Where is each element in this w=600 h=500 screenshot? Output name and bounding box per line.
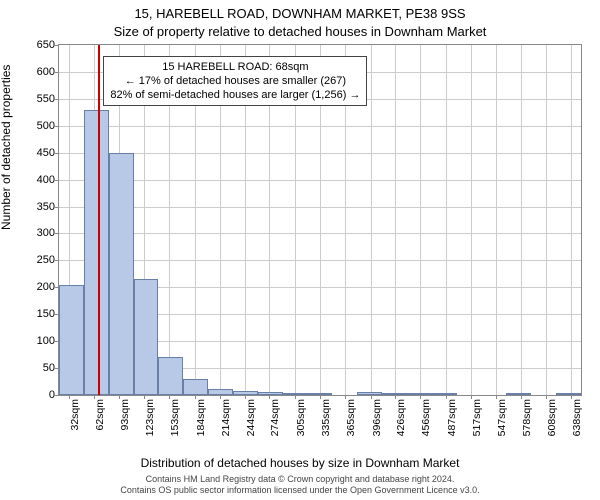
histogram-bar [258, 392, 283, 395]
y-tick-mark [55, 180, 59, 181]
x-tick-label: 62sqm [94, 399, 106, 431]
x-tick-label: 487sqm [446, 399, 458, 436]
y-tick-label: 0 [49, 389, 55, 401]
chart-title-sub: Size of property relative to detached ho… [0, 24, 600, 39]
annotation-box: 15 HAREBELL ROAD: 68sqm← 17% of detached… [103, 56, 367, 107]
y-tick-mark [55, 395, 59, 396]
histogram-bar [283, 393, 308, 395]
histogram-bar [308, 393, 333, 395]
chart-container: 15, HAREBELL ROAD, DOWNHAM MARKET, PE38 … [0, 0, 600, 500]
annotation-line-1: 15 HAREBELL ROAD: 68sqm [110, 60, 360, 74]
y-tick-mark [55, 126, 59, 127]
y-tick-mark [55, 153, 59, 154]
grid-line-vertical [546, 45, 547, 395]
grid-line-vertical [471, 45, 472, 395]
histogram-bar [59, 285, 84, 395]
x-axis-label: Distribution of detached houses by size … [0, 456, 600, 470]
y-tick-mark [55, 72, 59, 73]
x-tick-label: 244sqm [245, 399, 257, 436]
x-tick-label: 184sqm [195, 399, 207, 436]
x-tick-label: 153sqm [169, 399, 181, 436]
y-tick-label: 600 [37, 66, 55, 78]
histogram-bar [134, 279, 159, 395]
y-tick-label: 650 [37, 39, 55, 51]
y-tick-label: 500 [37, 120, 55, 132]
histogram-bar [506, 393, 531, 395]
grid-line-vertical [571, 45, 572, 395]
grid-line-vertical [446, 45, 447, 395]
property-marker-line [98, 45, 100, 395]
histogram-bar [357, 392, 382, 395]
x-tick-label: 214sqm [220, 399, 232, 436]
annotation-line-3: 82% of semi-detached houses are larger (… [110, 88, 360, 102]
x-tick-label: 32sqm [69, 399, 81, 431]
footer-line-1: Contains HM Land Registry data © Crown c… [0, 474, 600, 485]
x-tick-label: 396sqm [371, 399, 383, 436]
x-tick-label: 456sqm [420, 399, 432, 436]
chart-footer: Contains HM Land Registry data © Crown c… [0, 474, 600, 496]
histogram-bar [109, 153, 134, 395]
y-tick-label: 450 [37, 147, 55, 159]
y-tick-mark [55, 233, 59, 234]
histogram-bar [208, 389, 233, 395]
x-tick-label: 335sqm [320, 399, 332, 436]
x-tick-label: 305sqm [295, 399, 307, 436]
y-tick-mark [55, 45, 59, 46]
y-tick-label: 350 [37, 201, 55, 213]
y-tick-label: 400 [37, 174, 55, 186]
y-tick-label: 300 [37, 227, 55, 239]
x-tick-label: 517sqm [471, 399, 483, 436]
grid-line-vertical [496, 45, 497, 395]
histogram-bar [382, 393, 407, 395]
y-tick-mark [55, 260, 59, 261]
x-tick-label: 365sqm [345, 399, 357, 436]
y-tick-label: 50 [43, 362, 55, 374]
x-tick-label: 638sqm [571, 399, 583, 436]
grid-line-vertical [521, 45, 522, 395]
y-tick-label: 550 [37, 93, 55, 105]
grid-line-vertical [371, 45, 372, 395]
histogram-bar [158, 357, 183, 395]
y-tick-mark [55, 99, 59, 100]
histogram-bar [432, 393, 457, 395]
plot-area: 0501001502002503003504004505005506006503… [58, 44, 582, 396]
histogram-bar [183, 379, 208, 395]
footer-line-2: Contains OS public sector information li… [0, 485, 600, 496]
y-tick-label: 250 [37, 254, 55, 266]
x-tick-label: 547sqm [496, 399, 508, 436]
x-tick-label: 578sqm [521, 399, 533, 436]
y-tick-label: 100 [37, 335, 55, 347]
x-tick-label: 93sqm [119, 399, 131, 431]
y-tick-label: 200 [37, 281, 55, 293]
x-tick-label: 608sqm [546, 399, 558, 436]
annotation-line-2: ← 17% of detached houses are smaller (26… [110, 74, 360, 88]
grid-line-vertical [395, 45, 396, 395]
y-tick-mark [55, 207, 59, 208]
histogram-bar [556, 393, 581, 395]
histogram-bar [407, 393, 432, 395]
y-tick-label: 150 [37, 308, 55, 320]
x-tick-label: 123sqm [144, 399, 156, 436]
x-tick-label: 426sqm [395, 399, 407, 436]
histogram-bar [84, 110, 109, 395]
y-axis-label: Number of detached properties [0, 65, 13, 230]
histogram-bar [233, 391, 258, 395]
x-tick-label: 274sqm [269, 399, 281, 436]
grid-line-vertical [420, 45, 421, 395]
chart-title-main: 15, HAREBELL ROAD, DOWNHAM MARKET, PE38 … [0, 6, 600, 21]
